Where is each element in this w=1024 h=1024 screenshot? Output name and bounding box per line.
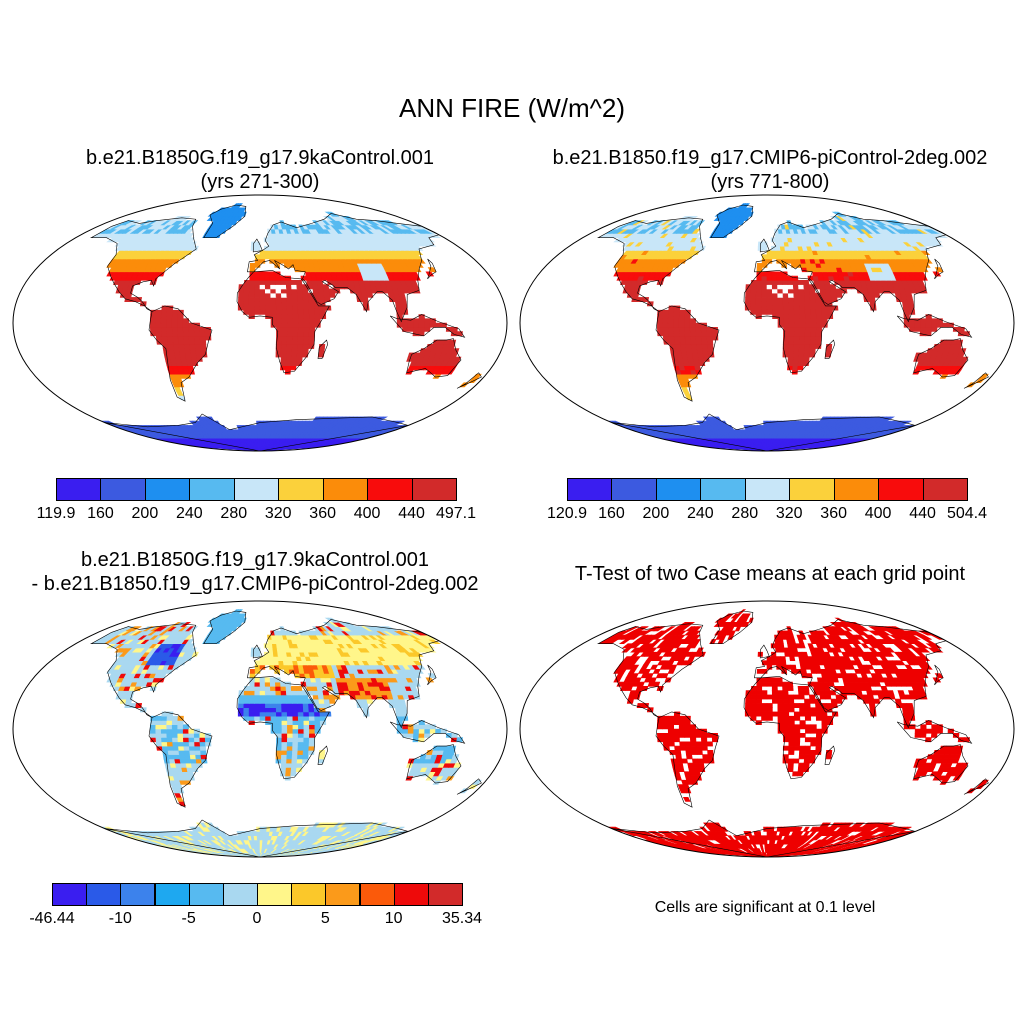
colorbar-label: 440	[909, 505, 936, 522]
coastlines	[90, 610, 482, 857]
colorbar-label: 440	[398, 505, 425, 522]
colorbar-box	[427, 883, 463, 906]
colorbar-label: -10	[108, 910, 132, 927]
colorbar-box	[222, 883, 258, 906]
panel2-title: b.e21.B1850.f19_g17.CMIP6-piControl-2deg…	[510, 146, 1024, 194]
coastlines	[597, 204, 989, 451]
colorbar-label: 320	[264, 505, 292, 522]
map-grid-cells	[91, 609, 482, 857]
colorbar-box	[322, 478, 369, 501]
colorbar-label: 200	[131, 505, 159, 522]
colorbar-label: 119.9	[36, 505, 76, 522]
colorbar-label: 10	[384, 910, 403, 927]
main-title: ANN FIRE (W/m^2)	[399, 93, 625, 123]
significance-note: Cells are significant at 0.1 level	[654, 899, 876, 916]
colorbar-box	[188, 883, 224, 906]
panel1-title: b.e21.B1850G.f19_g17.9kaControl.001 (yrs…	[20, 146, 500, 194]
colorbar-box	[257, 883, 293, 906]
panel1-map	[12, 194, 508, 452]
colorbar-label: 160	[598, 505, 625, 522]
map-border	[519, 194, 1015, 452]
panel3-title-line2: - b.e21.B1850.f19_g17.CMIP6-piControl-2d…	[31, 573, 479, 595]
panel3-colorbar: -46.44 -10 -5 0 5 10 35.34	[29, 883, 482, 933]
colorbar-label: 160	[87, 505, 114, 522]
panel1-colorbar: 119.9 160 200 240 280 320 360 400 440 497.1	[37, 478, 476, 528]
colorbar-box	[52, 883, 88, 906]
colorbar-label: 120.9	[546, 505, 588, 522]
map-grid-cells	[91, 203, 482, 451]
colorbar-label: 497.1	[435, 505, 477, 522]
colorbar-label: -46.44	[29, 910, 75, 927]
panel2-map	[519, 194, 1015, 452]
colorbar-box	[878, 478, 924, 501]
colorbar-label: 360	[820, 505, 848, 522]
colorbar-box	[393, 883, 429, 906]
colorbar-label: 400	[353, 505, 381, 522]
panel4-map	[519, 600, 1015, 858]
colorbar-box	[833, 478, 880, 501]
colorbar-box	[144, 478, 191, 501]
colorbar-label: 504.4	[946, 505, 988, 522]
panel3-title-line1: b.e21.B1850G.f19_g17.9kaControl.001	[80, 549, 430, 571]
colorbar-label: 360	[309, 505, 337, 522]
colorbar-label: 400	[864, 505, 892, 522]
map-grid-cells	[598, 609, 989, 857]
colorbar-box	[367, 478, 413, 501]
colorbar-label: 0	[252, 910, 262, 927]
colorbar-box	[744, 478, 791, 501]
panel1-title-line1: b.e21.B1850G.f19_g17.9kaControl.001	[85, 147, 435, 169]
coastlines	[90, 204, 482, 451]
panel3-title: b.e21.B1850G.f19_g17.9kaControl.001 - b.…	[0, 548, 520, 596]
colorbar-box	[189, 478, 235, 501]
panel2-colorbar: 120.9 160 200 240 280 320 360 400 440 504.4	[547, 478, 987, 528]
map-grid-cells	[598, 203, 989, 451]
colorbar-box	[278, 478, 324, 501]
colorbar-label: 35.34	[441, 910, 483, 927]
coastlines	[597, 610, 989, 857]
colorbar-label: 200	[642, 505, 670, 522]
colorbar-box	[411, 478, 457, 501]
colorbar-label: 320	[775, 505, 803, 522]
colorbar-label: 280	[731, 505, 759, 522]
colorbar-label: 240	[175, 505, 203, 522]
map-border	[12, 194, 508, 452]
map-border	[519, 600, 1015, 858]
panel3-map	[12, 600, 508, 858]
colorbar-box	[325, 883, 361, 906]
panel1-title-line2: (yrs 271-300)	[200, 171, 320, 193]
colorbar-box	[291, 883, 327, 906]
panel2-title-line1: b.e21.B1850.f19_g17.CMIP6-piControl-2deg…	[552, 147, 988, 169]
colorbar-box	[56, 478, 102, 501]
colorbar-label: -5	[181, 910, 196, 927]
colorbar-box	[611, 478, 657, 501]
colorbar-label: 280	[220, 505, 248, 522]
panel4-title: T-Test of two Case means at each grid po…	[574, 563, 966, 585]
colorbar-box	[567, 478, 613, 501]
map-border	[12, 600, 508, 858]
colorbar-box	[154, 883, 190, 906]
colorbar-box	[233, 478, 280, 501]
colorbar-label: 240	[686, 505, 714, 522]
colorbar-label: 5	[320, 910, 330, 927]
colorbar-box	[86, 883, 122, 906]
colorbar-box	[120, 883, 156, 906]
colorbar-box	[655, 478, 702, 501]
colorbar-box	[700, 478, 746, 501]
colorbar-box	[789, 478, 835, 501]
colorbar-box	[100, 478, 146, 501]
colorbar-box	[922, 478, 968, 501]
colorbar-box	[359, 883, 395, 906]
panel2-title-line2: (yrs 771-800)	[710, 171, 830, 193]
